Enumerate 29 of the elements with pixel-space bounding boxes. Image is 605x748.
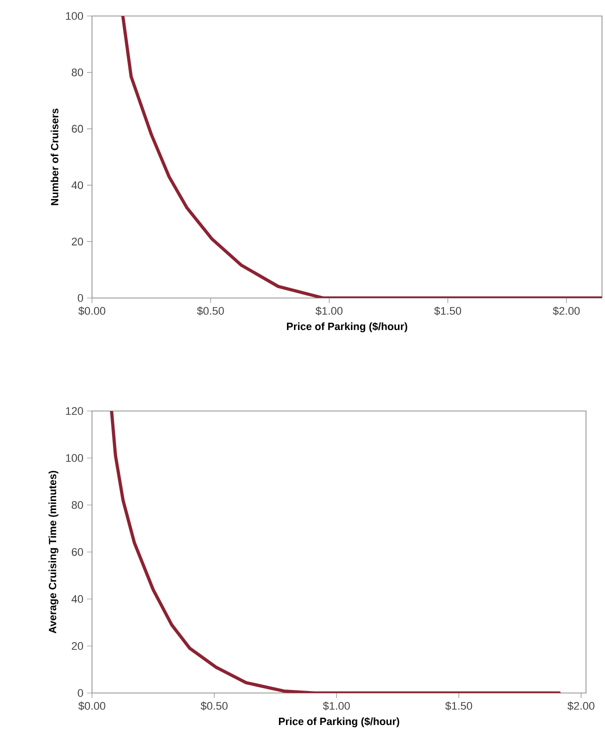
x-tick-label: $1.00 [316, 306, 342, 316]
y-tick-label: 40 [72, 181, 84, 190]
line-series [110, 410, 561, 693]
y-tick-label: 60 [72, 548, 84, 556]
y-tick-label: 0 [78, 689, 84, 697]
x-tick-label: $0.00 [78, 306, 106, 316]
x-tick-label: $2.00 [552, 306, 580, 316]
x-tick-label: $0.50 [200, 702, 228, 710]
y-axis-title: Average Cruising Time (minutes) [48, 470, 58, 634]
x-tick-label: $1.50 [445, 702, 472, 710]
y-tick-label: 20 [72, 238, 84, 246]
y-tick-label: 40 [72, 595, 84, 603]
x-axis-title: Price of Parking ($/hour) [278, 717, 400, 728]
x-tick-label: $0.00 [78, 702, 106, 710]
line-series [121, 16, 602, 298]
y-tick-label: 20 [72, 642, 84, 650]
x-tick-label: $1.50 [434, 306, 462, 316]
x-tick-label: $0.50 [197, 306, 224, 316]
y-tick-label: 100 [66, 454, 84, 462]
y-tick-label: 120 [66, 407, 84, 415]
x-axis-title: Price of Parking ($/hour) [286, 322, 408, 332]
y-axis-title: Number of Cruisers [50, 108, 58, 206]
y-tick-label: 80 [72, 68, 84, 76]
x-tick-label: $1.00 [322, 702, 350, 710]
y-tick-label: 0 [78, 294, 84, 302]
y-tick-label: 80 [72, 501, 84, 509]
y-tick-label: 60 [72, 124, 84, 133]
x-tick-label: $2.00 [568, 702, 594, 710]
y-tick-label: 100 [66, 12, 84, 20]
